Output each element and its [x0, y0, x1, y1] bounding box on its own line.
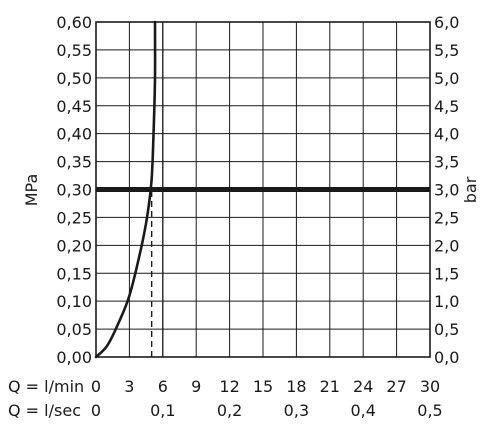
y-right-tick-label: 3,5: [434, 153, 459, 172]
y-right-tick-label: 3,0: [434, 181, 459, 200]
left-axis-ticks: 0,00 0,05 0,10 0,15 0,20 0,25 0,30 0,35 0,40 0,45…: [56, 13, 92, 367]
y-right-tick-label: 2,0: [434, 236, 459, 255]
y-left-tick-label: 0,40: [56, 125, 92, 144]
x-lmin-tick-label: 18: [286, 377, 306, 396]
right-axis-ticks: 0,0 0,5 1,0 1,5 2,0 2,5 3,0 3,5 4,0 4,5 5,0 5,5 6,0: [434, 13, 459, 367]
x-lsec-tick-label: 0,1: [150, 401, 175, 420]
y-right-tick-label: 2,5: [434, 208, 459, 227]
y-right-tick-label: 0,5: [434, 320, 459, 339]
y-left-tick-label: 0,50: [56, 69, 92, 88]
y-left-tick-label: 0,05: [56, 320, 92, 339]
x-lmin-tick-label: 24: [353, 377, 373, 396]
y-right-tick-label: 6,0: [434, 13, 459, 32]
y-right-tick-label: 5,5: [434, 41, 459, 60]
y-left-label: MPa: [22, 174, 41, 207]
y-left-tick-label: 0,10: [56, 292, 92, 311]
x-lsec-label: Q = l/sec: [8, 401, 81, 420]
x-lmin-tick-label: 21: [320, 377, 340, 396]
x-lmin-tick-label: 15: [253, 377, 273, 396]
y-left-tick-label: 0,15: [56, 264, 92, 283]
x-lmin-tick-label: 27: [386, 377, 406, 396]
plot-frame: [95, 21, 431, 358]
y-left-tick-label: 0,55: [56, 41, 92, 60]
x-lsec-tick-label: 0: [91, 401, 101, 420]
y-left-tick-label: 0,25: [56, 208, 92, 227]
y-right-tick-label: 1,5: [434, 264, 459, 283]
x-lsec-tick-label: 0,5: [417, 401, 442, 420]
y-left-tick-label: 0,30: [56, 181, 92, 200]
y-left-tick-label: 0,20: [56, 236, 92, 255]
y-right-tick-label: 4,0: [434, 125, 459, 144]
x-lmin-label: Q = l/min: [8, 377, 84, 396]
x-lmin-tick-label: 30: [420, 377, 440, 396]
x-lsec-tick-label: 0,3: [284, 401, 309, 420]
y-left-tick-label: 0,60: [56, 13, 92, 32]
flow-curve: [94, 20, 157, 359]
x-lmin-ticks: 0 3 6 9 12 15 18 21 24 27 30: [91, 377, 440, 396]
x-lmin-tick-label: 6: [158, 377, 168, 396]
x-lsec-ticks: 0 0,1 0,2 0,3 0,4 0,5: [91, 401, 443, 420]
x-lsec-tick-label: 0,2: [217, 401, 242, 420]
y-left-tick-label: 0,45: [56, 97, 92, 116]
y-right-label: bar: [461, 176, 480, 203]
x-lmin-tick-label: 9: [191, 377, 201, 396]
x-lsec-tick-label: 0,4: [350, 401, 375, 420]
x-lmin-tick-label: 12: [219, 377, 239, 396]
y-left-tick-label: 0,35: [56, 153, 92, 172]
y-left-tick-label: 0,00: [56, 348, 92, 367]
y-right-tick-label: 5,0: [434, 69, 459, 88]
y-right-tick-label: 4,5: [434, 97, 459, 116]
series-line: [94, 20, 157, 359]
y-right-tick-label: 0,0: [434, 348, 459, 367]
x-lmin-tick-label: 0: [91, 377, 101, 396]
y-right-tick-label: 1,0: [434, 292, 459, 311]
x-lmin-tick-label: 3: [124, 377, 134, 396]
